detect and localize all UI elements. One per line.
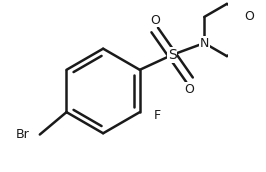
Text: N: N — [200, 37, 209, 50]
Text: Br: Br — [16, 128, 30, 141]
Text: F: F — [153, 109, 161, 122]
Text: O: O — [244, 10, 255, 23]
Text: O: O — [185, 83, 194, 96]
Text: O: O — [150, 14, 160, 26]
Text: S: S — [168, 48, 177, 62]
